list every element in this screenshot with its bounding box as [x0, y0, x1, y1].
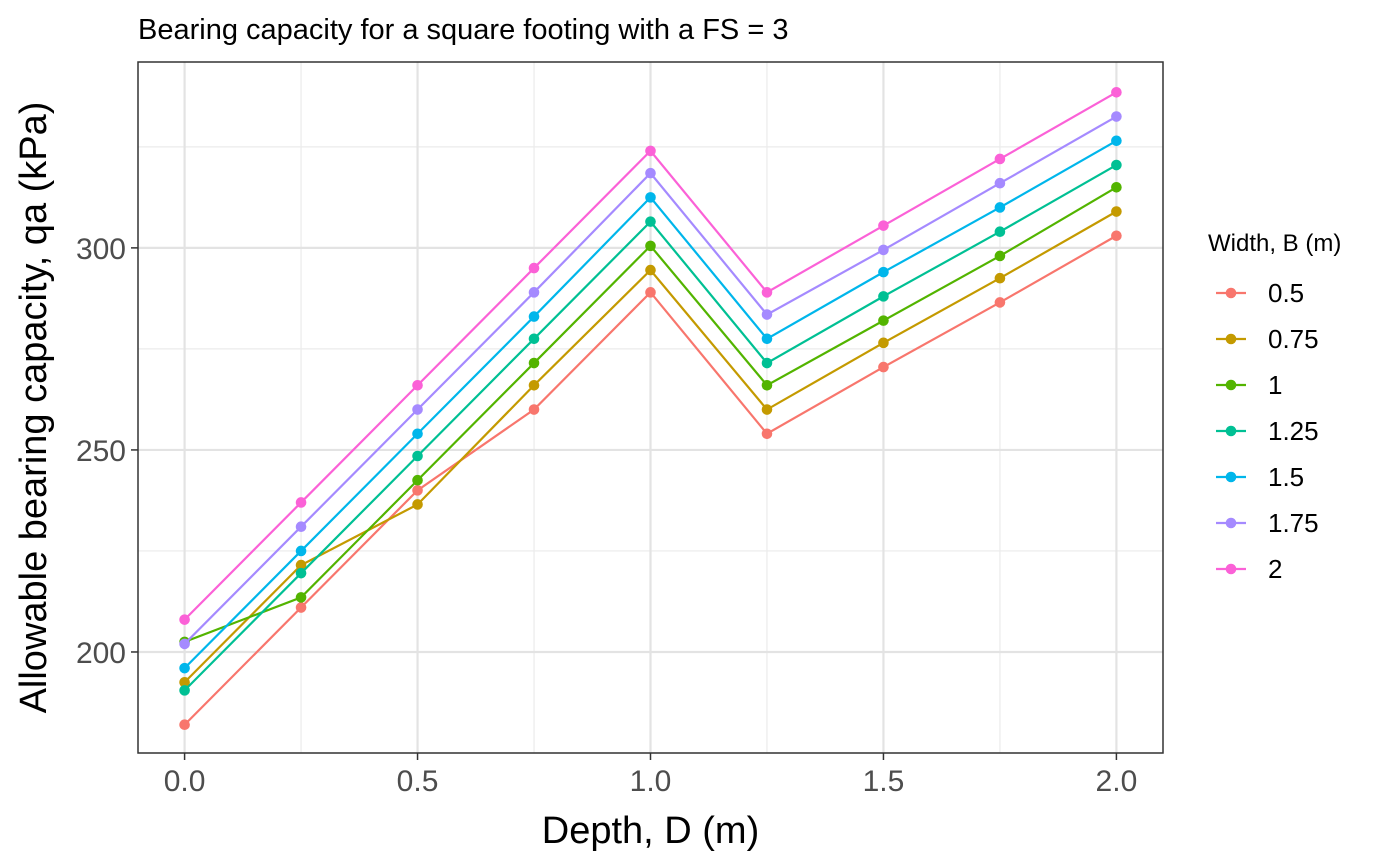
series-point-0.75: [1111, 206, 1122, 217]
series-point-1.75: [179, 638, 190, 650]
series-layer: [179, 87, 1122, 731]
legend-key-point: [1225, 287, 1237, 299]
series-point-1.25: [179, 685, 190, 696]
series-point-0.5: [878, 361, 889, 373]
legend-label: 1: [1268, 370, 1282, 400]
series-point-2: [412, 379, 423, 391]
series-point-2: [1111, 87, 1122, 98]
x-axis-ticks: 0.0 0.5 1.0 1.5 2.0: [164, 753, 1138, 798]
legend-key-point: [1225, 333, 1237, 345]
x-tick-label: 2.0: [1096, 765, 1138, 798]
legend-key-point: [1225, 471, 1237, 483]
series-point-1.75: [412, 404, 423, 415]
series-point-1.5: [994, 202, 1006, 213]
series-point-0.5: [994, 297, 1006, 308]
series-point-0.5: [761, 428, 773, 440]
series-point-0.75: [528, 379, 540, 391]
legend-label: 0.75: [1268, 324, 1319, 354]
series-point-0.5: [412, 485, 423, 496]
series-point-0.5: [1111, 230, 1122, 242]
series-point-1.75: [761, 309, 773, 320]
y-tick-label: 300: [76, 233, 126, 266]
series-point-0.75: [761, 404, 773, 415]
series-point-1.25: [1111, 159, 1122, 171]
series-point-1.25: [412, 450, 423, 462]
series-point-1.75: [295, 521, 307, 533]
legend-label: 2: [1268, 554, 1282, 584]
series-point-1.5: [295, 545, 307, 557]
x-tick-label: 0.5: [397, 765, 439, 798]
legend-key-point: [1225, 563, 1237, 575]
x-tick-label: 0.0: [164, 765, 206, 798]
series-point-1.5: [412, 428, 423, 440]
series-point-2: [179, 614, 190, 625]
series-point-1.75: [878, 244, 889, 256]
y-tick-label: 250: [76, 435, 126, 468]
series-point-1: [412, 474, 423, 486]
series-point-2: [645, 145, 656, 157]
series-point-1: [994, 250, 1006, 262]
series-point-1: [878, 315, 889, 326]
y-tick-label: 200: [76, 637, 126, 670]
legend-label: 1.5: [1268, 462, 1304, 492]
series-point-1: [528, 357, 540, 369]
series-point-1.25: [878, 291, 889, 302]
series-point-2: [878, 220, 889, 231]
series-point-0.75: [179, 676, 190, 688]
x-tick-label: 1.5: [863, 765, 905, 798]
series-point-1.25: [994, 226, 1006, 238]
legend-title: Width, B (m): [1208, 230, 1341, 257]
legend-label: 1.75: [1268, 508, 1319, 538]
y-axis-ticks: 200 250 300: [76, 233, 138, 670]
series-point-1.5: [761, 333, 773, 345]
series-point-1.5: [1111, 135, 1122, 147]
chart-title: Bearing capacity for a square footing wi…: [138, 14, 788, 46]
series-point-0.75: [295, 559, 307, 571]
series-point-1.75: [1111, 111, 1122, 122]
series-point-1.5: [878, 266, 889, 278]
series-point-0.5: [179, 719, 190, 731]
legend-key-point: [1225, 517, 1237, 529]
series-point-2: [761, 287, 773, 298]
series-point-1: [645, 240, 656, 252]
series-point-1.5: [645, 192, 656, 203]
series-point-0.5: [645, 287, 656, 298]
legend-key-point: [1225, 379, 1237, 391]
x-axis-title: Depth, D (m): [542, 810, 759, 852]
series-point-1.25: [645, 216, 656, 227]
legend: Width, B (m) 0.5 0.75 1 1.25 1.5 1.75 2: [1208, 230, 1341, 584]
series-point-2: [994, 153, 1006, 165]
series-point-1.5: [528, 311, 540, 322]
x-tick-label: 1.0: [630, 765, 672, 798]
series-point-1: [1111, 181, 1122, 193]
series-point-2: [528, 262, 540, 274]
series-point-1.75: [645, 167, 656, 179]
series-point-0.5: [295, 602, 307, 613]
series-point-1: [761, 379, 773, 391]
legend-key-point: [1225, 425, 1237, 437]
series-point-1.75: [994, 177, 1006, 189]
y-axis-title: Allowable bearing capacity, qa (kPa): [13, 102, 55, 714]
legend-label: 1.25: [1268, 416, 1319, 446]
series-point-2: [295, 497, 307, 508]
series-point-0.5: [528, 404, 540, 415]
series-point-1.25: [761, 357, 773, 369]
legend-label: 0.5: [1268, 278, 1304, 308]
series-point-0.75: [412, 499, 423, 510]
series-point-0.75: [645, 264, 656, 276]
series-point-0.75: [994, 272, 1006, 284]
series-point-1.25: [295, 567, 307, 579]
series-point-0.75: [878, 337, 889, 349]
series-point-1: [295, 592, 307, 603]
series-point-1.75: [528, 287, 540, 298]
series-point-1.25: [528, 333, 540, 345]
series-point-1.5: [179, 662, 190, 674]
